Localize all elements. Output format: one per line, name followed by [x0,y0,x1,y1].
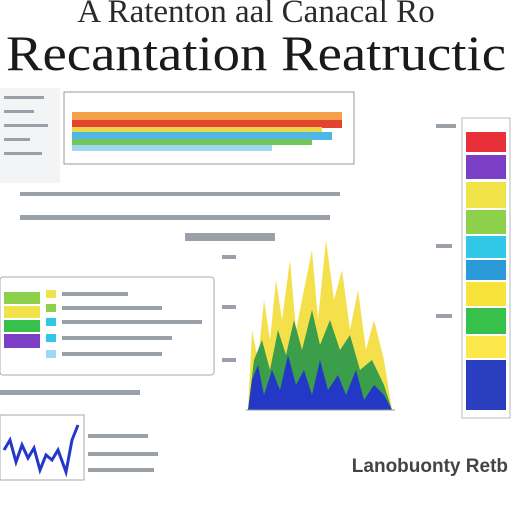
legend-text [62,352,162,356]
stripe [72,120,342,128]
axis-line [20,192,340,196]
bar-panel [436,117,511,419]
tick-text [222,358,236,362]
swatch [4,306,40,318]
legend-text [62,336,172,340]
legend-text [62,320,202,324]
bar [466,282,506,306]
stripe [72,112,342,122]
tick-text [222,305,236,309]
stripe-chart [0,88,355,241]
legend-text [62,292,128,296]
text-line [20,215,330,220]
tick-text [436,244,452,248]
note-line [4,152,42,155]
tick-text [222,255,236,259]
legend-text [88,468,154,472]
legend-text [88,434,148,438]
note-line [4,124,48,127]
side-notes [0,88,60,183]
footer-label: Lanobuonty Retb [352,456,508,477]
bar [466,336,506,358]
tick-text [436,124,456,128]
line [2,424,80,478]
bar [466,360,506,410]
bar [466,308,506,334]
legend-box [0,276,215,395]
line-chart [0,414,158,481]
bar [466,210,506,234]
swatch [4,334,40,348]
spike-chart [222,240,395,411]
text-line [0,390,140,395]
stripe [72,132,332,140]
bar [466,132,506,152]
legend-text [88,452,158,456]
swatch [46,334,56,342]
area [248,355,392,410]
bar [466,260,506,280]
bar [466,155,506,179]
title-line-2: Recantation Reatructic [6,25,506,81]
note-line [4,96,44,99]
swatch [46,350,56,358]
note-line [4,138,30,141]
text-line [185,233,275,241]
bar [466,236,506,258]
stripe [72,139,312,145]
swatch [46,304,56,312]
swatch [4,320,40,332]
stripe [72,127,322,133]
bar [466,182,506,208]
tick-text [436,314,452,318]
swatch [4,292,40,304]
stripe [72,145,272,151]
swatch [46,318,56,326]
note-line [4,110,34,113]
swatch [46,290,56,298]
legend-text [62,306,162,310]
title-line-1: A Ratenton aal Canacal Ro [77,0,434,30]
